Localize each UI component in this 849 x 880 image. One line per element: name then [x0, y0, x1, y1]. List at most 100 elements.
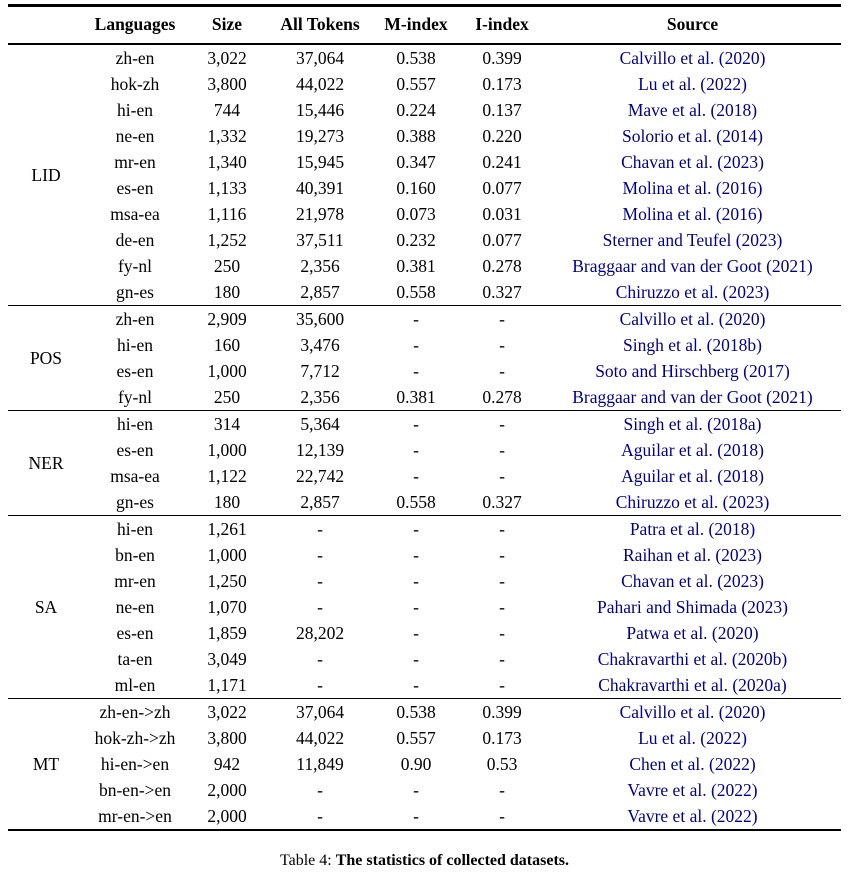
cell-i-index: 0.53	[486, 753, 518, 774]
citation-link[interactable]: Molina et al. (2016)	[622, 203, 763, 224]
citation-link[interactable]: Braggaar and van der Goot (2021)	[572, 386, 813, 407]
citation-link[interactable]: Calvillo et al. (2020)	[619, 308, 766, 329]
cell-tokens: 19,273	[295, 125, 345, 146]
cell-source: Chiruzzo et al. (2023)	[544, 279, 841, 306]
citation-link[interactable]: Soto and Hirschberg (2017)	[595, 360, 790, 381]
citation-link[interactable]: Vavre et al. (2022)	[627, 779, 758, 800]
cell-tokens: 7,712	[300, 360, 340, 381]
citation-link[interactable]: Mave et al. (2018)	[627, 99, 758, 120]
citation-link[interactable]: Lu et al. (2022)	[638, 73, 747, 94]
cell-tokens: 12,139	[295, 439, 345, 460]
cell-size: 2,909	[207, 308, 247, 329]
cell-m-index: -	[413, 308, 419, 329]
cell-m-index: 0.347	[396, 151, 436, 172]
cell-i-index: 0.327	[482, 281, 522, 302]
cell-size: 1,332	[207, 125, 247, 146]
cell-source: Aguilar et al. (2018)	[544, 463, 841, 489]
cell-size: 3,049	[207, 648, 247, 669]
citation-link[interactable]: Chiruzzo et al. (2023)	[615, 281, 770, 302]
table-row: hi-en->en 942 11,849 0.90 0.53 Chen et al. (2…	[8, 751, 841, 777]
citation-link[interactable]: Singh et al. (2018b)	[622, 334, 762, 355]
cell-source: Chavan et al. (2023)	[544, 568, 841, 594]
table-row: es-en 1,000 7,712 - - Soto and Hirschberg (20…	[8, 358, 841, 384]
cell-i-index: 0.278	[482, 386, 522, 407]
table-row: fy-nl 250 2,356 0.381 0.278 Braggaar and van …	[8, 253, 841, 279]
citation-link[interactable]: Raihan et al. (2023)	[623, 544, 762, 565]
citation-link[interactable]: Molina et al. (2016)	[622, 177, 763, 198]
cell-i-index: -	[499, 360, 505, 381]
cell-source: Raihan et al. (2023)	[544, 542, 841, 568]
cell-tokens: 2,857	[300, 281, 340, 302]
cell-source: Chen et al. (2022)	[544, 751, 841, 777]
cell-i-index: 0.077	[482, 177, 522, 198]
citation-link[interactable]: Chavan et al. (2023)	[621, 570, 764, 591]
cell-size: 2,000	[207, 805, 247, 826]
cell-tokens: 22,742	[295, 465, 345, 486]
citation-link[interactable]: Braggaar and van der Goot (2021)	[572, 255, 813, 276]
citation-link[interactable]: Calvillo et al. (2020)	[619, 701, 766, 722]
cell-tokens: 40,391	[295, 177, 345, 198]
table-row: hok-zh->zh 3,800 44,022 0.557 0.173 Lu et al.…	[8, 725, 841, 751]
cell-source: Vavre et al. (2022)	[544, 803, 841, 830]
cell-m-index: -	[413, 544, 419, 565]
cell-size: 3,022	[207, 47, 247, 68]
cell-size: 250	[213, 255, 241, 276]
cell-size: 160	[213, 334, 241, 355]
cell-tokens: -	[317, 805, 323, 826]
cell-i-index: -	[499, 465, 505, 486]
citation-link[interactable]: Calvillo et al. (2020)	[619, 47, 766, 68]
cell-languages: gn-es	[116, 281, 154, 302]
table-row: SA hi-en 1,261 - - - Patra et al. (2018)	[8, 516, 841, 617]
citation-link[interactable]: Sterner and Teufel (2023)	[602, 229, 783, 250]
cell-size: 180	[213, 491, 241, 512]
cell-i-index: -	[499, 779, 505, 800]
cell-size: 1,000	[207, 360, 247, 381]
table-row: hok-zh 3,800 44,022 0.557 0.173 Lu et al. (20…	[8, 71, 841, 97]
cell-m-index: 0.557	[396, 727, 436, 748]
cell-size: 1,122	[207, 465, 247, 486]
cell-i-index: -	[499, 674, 505, 695]
citation-link[interactable]: Aguilar et al. (2018)	[621, 439, 764, 460]
citation-link[interactable]: Solorio et al. (2014)	[622, 125, 763, 146]
cell-source: Pahari and Shimada (2023)	[544, 594, 841, 620]
cell-i-index: 0.241	[482, 151, 522, 172]
cell-source: Aguilar et al. (2018)	[544, 437, 841, 463]
table-row: NER hi-en 314 5,364 - - Singh et al. (2018a)	[8, 411, 841, 473]
group-label: MT	[32, 753, 60, 774]
cell-i-index: -	[499, 570, 505, 591]
cell-languages: msa-ea	[110, 465, 160, 486]
citation-link[interactable]: Pahari and Shimada (2023)	[597, 596, 788, 617]
cell-m-index: 0.558	[396, 491, 436, 512]
cell-m-index: -	[413, 360, 419, 381]
group-label: SA	[34, 596, 58, 617]
citation-link[interactable]: Patra et al. (2018)	[629, 518, 756, 539]
citation-link[interactable]: Chakravarthi et al. (2020b)	[597, 648, 788, 669]
citation-link[interactable]: Patwa et al. (2020)	[626, 622, 759, 643]
cell-source: Molina et al. (2016)	[544, 175, 841, 201]
task-group-pos: POS zh-en 2,909 35,600 - - Calvillo et al. (20…	[8, 306, 841, 411]
cell-languages: de-en	[115, 229, 155, 250]
table-row: bn-en 1,000 - - - Raihan et al. (2023)	[8, 542, 841, 568]
citation-link[interactable]: Lu et al. (2022)	[638, 727, 747, 748]
citation-link[interactable]: Vavre et al. (2022)	[627, 805, 758, 826]
cell-languages: msa-ea	[110, 203, 160, 224]
cell-i-index: -	[499, 413, 505, 434]
cell-languages: zh-en	[115, 47, 155, 68]
cell-tokens: 15,945	[295, 151, 345, 172]
citation-link[interactable]: Singh et al. (2018a)	[623, 413, 762, 434]
citation-link[interactable]: Chen et al. (2022)	[629, 753, 756, 774]
cell-i-index: -	[499, 308, 505, 329]
cell-tokens: -	[317, 596, 323, 617]
cell-languages: mr-en	[114, 151, 156, 172]
cell-m-index: 0.160	[396, 177, 436, 198]
cell-source: Chakravarthi et al. (2020a)	[544, 672, 841, 699]
citation-link[interactable]: Aguilar et al. (2018)	[621, 465, 764, 486]
table-row: LID zh-en 3,022 37,064 0.538 0.399 Calvillo et…	[8, 44, 841, 185]
citation-link[interactable]: Chiruzzo et al. (2023)	[615, 491, 770, 512]
citation-link[interactable]: Chavan et al. (2023)	[621, 151, 764, 172]
cell-tokens: -	[317, 674, 323, 695]
citation-link[interactable]: Chakravarthi et al. (2020a)	[598, 674, 787, 695]
cell-languages: zh-en->zh	[99, 701, 171, 722]
cell-i-index: -	[499, 334, 505, 355]
table-row: bn-en->en 2,000 - - - Vavre et al. (2022)	[8, 777, 841, 803]
